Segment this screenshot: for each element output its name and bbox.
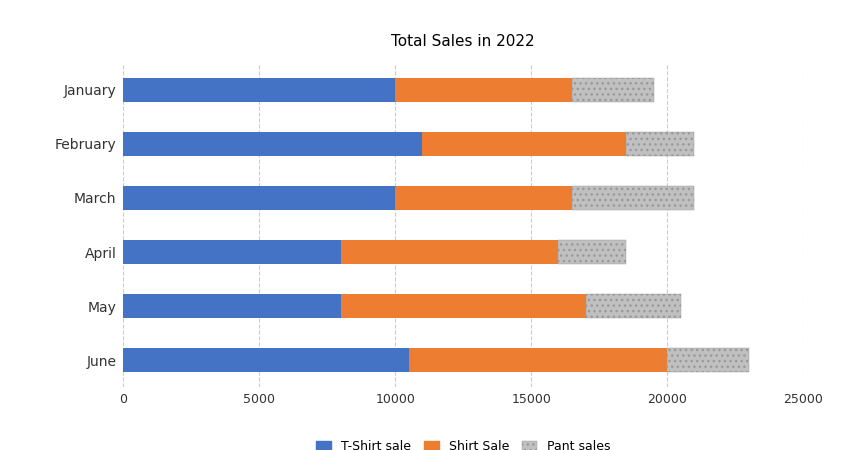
Text: the: the [583, 22, 610, 40]
Bar [395, 78, 572, 102]
Bar [626, 132, 694, 156]
Text: knowledge: knowledge [612, 21, 738, 41]
Bar [395, 186, 572, 210]
Bar [123, 186, 395, 210]
Title: Total Sales in 2022: Total Sales in 2022 [392, 34, 535, 50]
Bar [123, 294, 341, 318]
Bar [123, 78, 395, 102]
Bar [409, 348, 667, 372]
Bar [341, 294, 586, 318]
Legend: T-Shirt sale, Shirt Sale, Pant sales: T-Shirt sale, Shirt Sale, Pant sales [311, 435, 615, 450]
Bar [123, 240, 341, 264]
Bar [558, 240, 626, 264]
Text: academy: academy [770, 21, 850, 41]
Bar [341, 240, 558, 264]
Bar [572, 186, 694, 210]
Bar [123, 348, 409, 372]
Bar [572, 78, 654, 102]
Bar [123, 132, 422, 156]
Bar [422, 132, 626, 156]
Bar [667, 348, 749, 372]
Bar [586, 294, 681, 318]
